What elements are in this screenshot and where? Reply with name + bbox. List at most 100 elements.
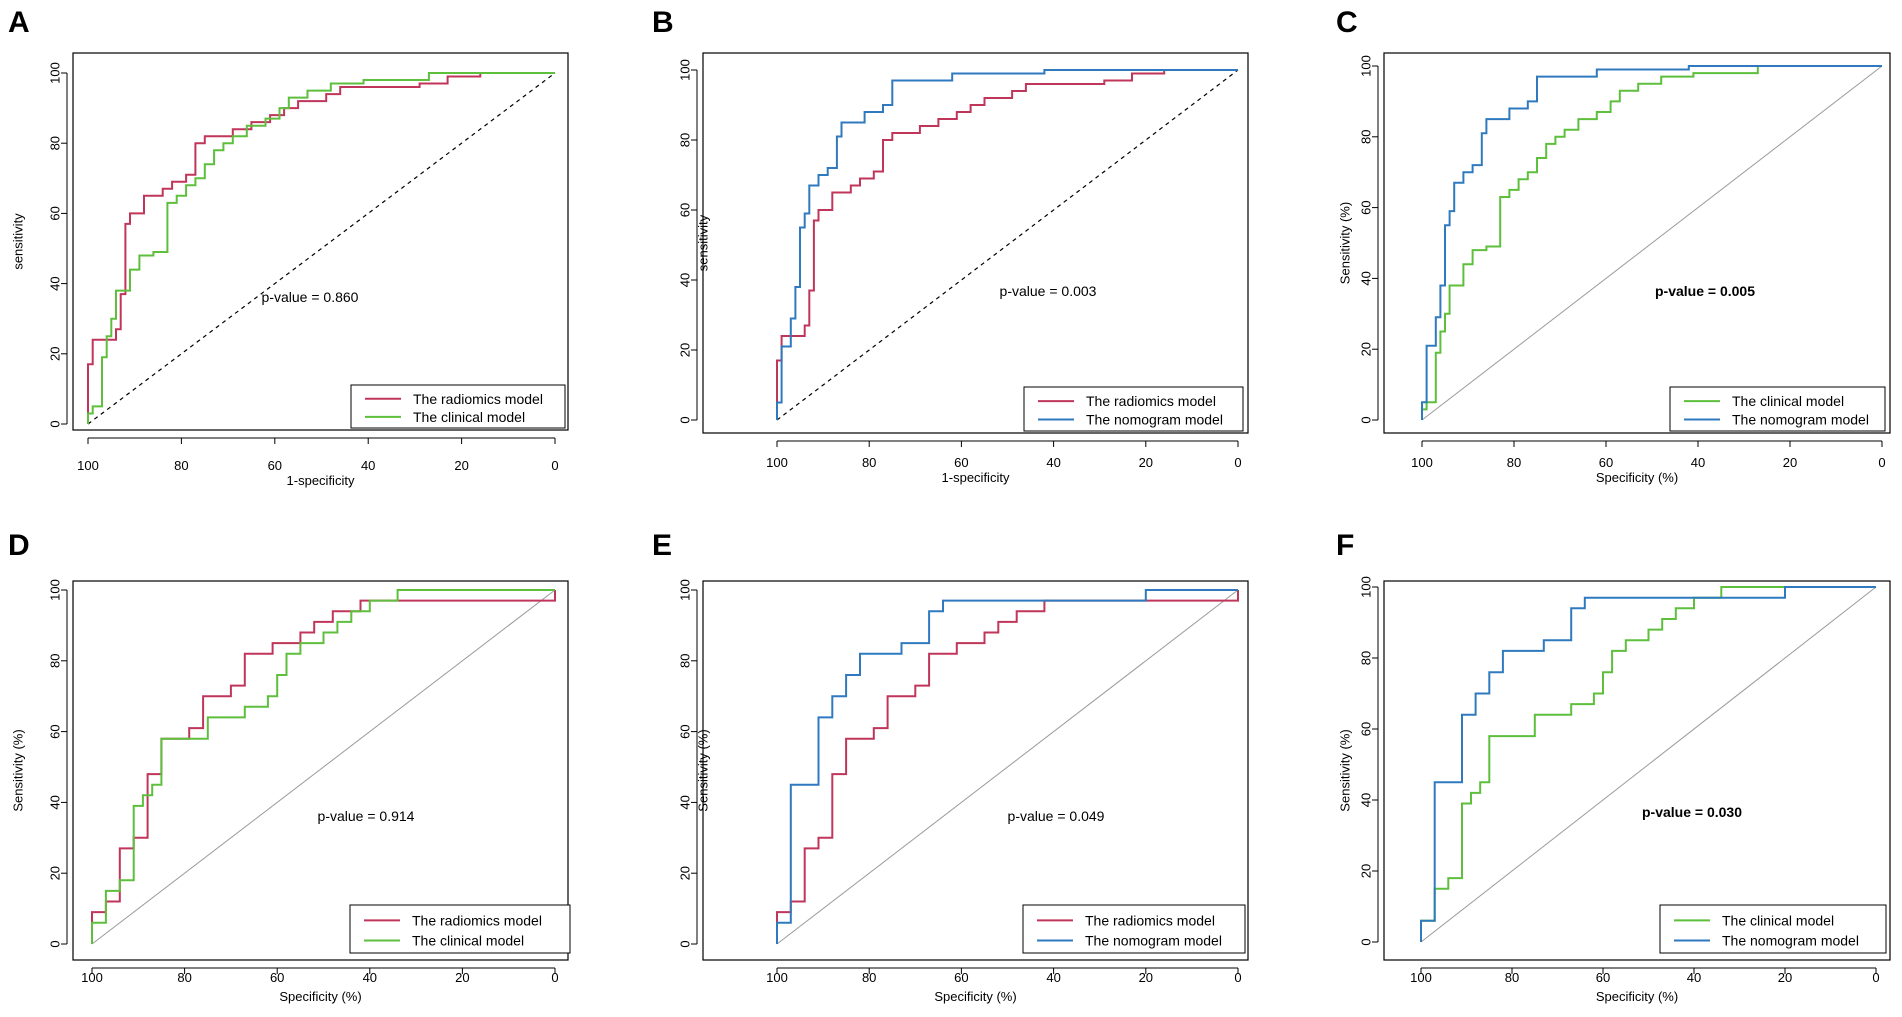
- p-value-annotation: p-value = 0.005: [1655, 283, 1755, 299]
- x-tick-label: 100: [766, 970, 788, 985]
- legend-label: The nomogram model: [1722, 933, 1859, 949]
- x-axis-title: Specificity (%): [279, 989, 361, 1004]
- x-axis-title: 1-specificity: [942, 470, 1010, 485]
- x-axis-title: Specificity (%): [1596, 989, 1678, 1004]
- legend-label: The radiomics model: [412, 912, 542, 928]
- panel-letter: E: [652, 529, 672, 562]
- y-tick-label: 40: [48, 276, 63, 290]
- panel-letter: D: [8, 529, 30, 562]
- x-tick-label: 20: [454, 458, 468, 473]
- x-tick-label: 80: [174, 458, 188, 473]
- panel-letter: B: [652, 6, 674, 39]
- panel-letter: A: [8, 6, 30, 39]
- x-tick-label: 100: [766, 455, 788, 470]
- x-axis-title: 1-specificity: [287, 473, 355, 488]
- reference-diagonal: [1421, 65, 1883, 421]
- x-tick-label: 0: [551, 458, 558, 473]
- roc-panel-e: E 100 80 60 40 20 0 0 20 40 60 80 100 Specificity (%)…: [652, 529, 1249, 1004]
- x-tick-label: 60: [1596, 970, 1610, 985]
- y-tick-label: 100: [48, 579, 63, 601]
- legend-label: The clinical model: [1732, 393, 1844, 409]
- x-tick-label: 20: [1783, 455, 1797, 470]
- x-tick-label: 40: [1046, 455, 1060, 470]
- y-axis-title: Sensitivity (%): [696, 729, 711, 811]
- plot-frame: [1383, 580, 1891, 961]
- y-tick-label: 100: [48, 62, 63, 84]
- roc-curve-nomogram: [776, 589, 1238, 944]
- panel-letter: F: [1336, 529, 1354, 562]
- x-tick-label: 80: [177, 970, 191, 985]
- reference-diagonal: [776, 69, 1239, 421]
- y-tick-label: 60: [678, 203, 693, 217]
- y-tick-label: 0: [48, 940, 63, 947]
- roc-curve-nomogram: [776, 69, 1238, 420]
- x-tick-label: 60: [954, 970, 968, 985]
- legend-box: [1023, 386, 1244, 432]
- y-tick-label: 20: [1359, 342, 1374, 356]
- x-tick-label: 60: [954, 455, 968, 470]
- legend: The clinical model The nomogram model: [1659, 904, 1887, 954]
- plot-frame: [72, 52, 569, 431]
- x-tick-label: 40: [361, 458, 375, 473]
- y-tick-label: 0: [1359, 938, 1374, 945]
- x-tick-label: 60: [270, 970, 284, 985]
- reference-diagonal: [776, 589, 1239, 945]
- y-tick-label: 80: [48, 654, 63, 668]
- x-tick-label: 0: [551, 970, 558, 985]
- plot-frame: [1383, 52, 1891, 434]
- p-value-annotation: p-value = 0.003: [1000, 283, 1097, 299]
- roc-panel-a: A 100 80 60 40 20 0 0 20 40 60 80 100 1-specificity se…: [8, 6, 569, 488]
- y-tick-label: 40: [678, 273, 693, 287]
- x-tick-label: 80: [862, 970, 876, 985]
- roc-curve-nomogram: [1421, 65, 1882, 420]
- y-tick-label: 100: [678, 579, 693, 601]
- y-tick-label: 20: [48, 866, 63, 880]
- x-tick-label: 40: [363, 970, 377, 985]
- p-value-annotation: p-value = 0.914: [318, 808, 415, 824]
- roc-curve-clinical: [87, 72, 555, 424]
- plot-frame: [702, 580, 1249, 961]
- x-tick-label: 100: [77, 458, 99, 473]
- legend-label: The radiomics model: [1085, 912, 1215, 928]
- x-tick-label: 0: [1878, 455, 1885, 470]
- y-tick-label: 0: [678, 940, 693, 947]
- x-axis-title: Specificity (%): [934, 989, 1016, 1004]
- roc-curve-clinical: [91, 589, 555, 944]
- y-tick-label: 80: [48, 136, 63, 150]
- x-tick-label: 60: [1599, 455, 1613, 470]
- y-tick-label: 80: [678, 654, 693, 668]
- roc-curve-radiomics: [87, 72, 555, 424]
- x-tick-label: 100: [1410, 970, 1432, 985]
- y-tick-label: 0: [678, 416, 693, 423]
- roc-curve-radiomics: [776, 69, 1238, 420]
- y-axis-title: Sensitivity (%): [1338, 729, 1353, 811]
- y-axis-title: sensitivity: [11, 213, 26, 270]
- y-tick-label: 100: [1359, 576, 1374, 598]
- x-tick-label: 20: [1139, 455, 1153, 470]
- y-tick-label: 20: [678, 866, 693, 880]
- x-tick-label: 0: [1234, 455, 1241, 470]
- y-tick-label: 40: [1359, 271, 1374, 285]
- x-tick-label: 60: [268, 458, 282, 473]
- plot-frame: [72, 580, 569, 961]
- legend-label: The nomogram model: [1085, 933, 1222, 949]
- legend-box: [1659, 904, 1887, 954]
- y-tick-label: 20: [1359, 864, 1374, 878]
- y-tick-label: 60: [48, 206, 63, 220]
- x-axis-title: Specificity (%): [1596, 470, 1678, 485]
- legend-label: The clinical model: [1722, 912, 1834, 928]
- legend-box: [1022, 904, 1246, 954]
- roc-curve-clinical: [1421, 65, 1882, 420]
- x-tick-label: 40: [1691, 455, 1705, 470]
- legend: The clinical model The nomogram model: [1669, 386, 1886, 432]
- y-tick-label: 20: [48, 347, 63, 361]
- roc-panel-b: B 100 80 60 40 20 0 0 20 40 60 80 100 1-specificity se…: [652, 6, 1249, 485]
- x-tick-label: 0: [1234, 970, 1241, 985]
- legend-label: The nomogram model: [1086, 412, 1223, 428]
- x-tick-label: 80: [1505, 970, 1519, 985]
- p-value-annotation: p-value = 0.049: [1008, 808, 1105, 824]
- legend-box: [1669, 386, 1886, 432]
- y-tick-label: 80: [1359, 130, 1374, 144]
- x-tick-label: 80: [862, 455, 876, 470]
- legend: The radiomics model The clinical model: [350, 384, 566, 429]
